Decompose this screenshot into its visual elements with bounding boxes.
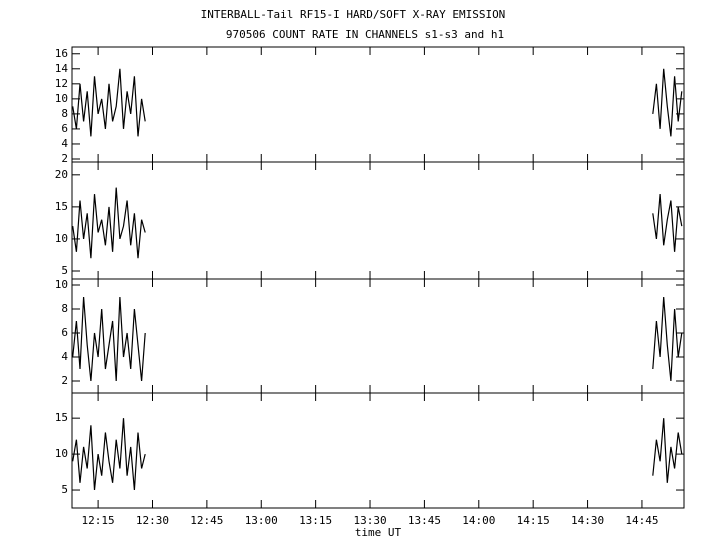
y-tick-label: 15 <box>55 200 68 213</box>
x-tick-label: 14:30 <box>571 514 604 527</box>
y-tick-label: 8 <box>61 302 68 315</box>
y-tick-label: 2 <box>61 152 68 165</box>
y-tick-label: 4 <box>61 350 68 363</box>
y-tick-label: 10 <box>55 278 68 291</box>
x-tick-label: 13:00 <box>245 514 278 527</box>
data-line <box>72 187 683 259</box>
y-tick-label: 2 <box>61 374 68 387</box>
x-tick-label: 13:30 <box>353 514 386 527</box>
x-tick-label: 13:45 <box>408 514 441 527</box>
x-tick-label: 14:15 <box>517 514 550 527</box>
data-line <box>72 68 683 137</box>
x-tick-label: 12:15 <box>82 514 115 527</box>
x-axis-label: time UT <box>355 526 402 539</box>
y-tick-label: 8 <box>61 107 68 120</box>
panel-frame <box>71 392 685 509</box>
y-tick-label: 6 <box>61 326 68 339</box>
chart-subtitle: 970506 COUNT RATE IN CHANNELS s1-s3 and … <box>226 28 504 41</box>
y-tick-label: 6 <box>61 122 68 135</box>
data-line <box>72 418 683 491</box>
y-tick-label: 12 <box>55 77 68 90</box>
y-tick-label: 10 <box>55 92 68 105</box>
y-tick-label: 14 <box>55 62 69 75</box>
x-tick-label: 13:15 <box>299 514 332 527</box>
data-line <box>72 296 683 382</box>
y-tick-label: 16 <box>55 47 68 60</box>
x-tick-label: 14:00 <box>462 514 495 527</box>
x-tick-label: 12:45 <box>190 514 223 527</box>
y-tick-label: 10 <box>55 232 68 245</box>
y-tick-label: 15 <box>55 411 68 424</box>
y-tick-label: 4 <box>61 137 68 150</box>
x-tick-label: 12:30 <box>136 514 169 527</box>
x-tick-label: 14:45 <box>625 514 658 527</box>
y-tick-label: 5 <box>61 264 68 277</box>
y-tick-label: 5 <box>61 483 68 496</box>
y-tick-label: 10 <box>55 447 68 460</box>
y-tick-label: 20 <box>55 168 68 181</box>
chart-title: INTERBALL-Tail RF15-I HARD/SOFT X-RAY EM… <box>201 8 506 21</box>
